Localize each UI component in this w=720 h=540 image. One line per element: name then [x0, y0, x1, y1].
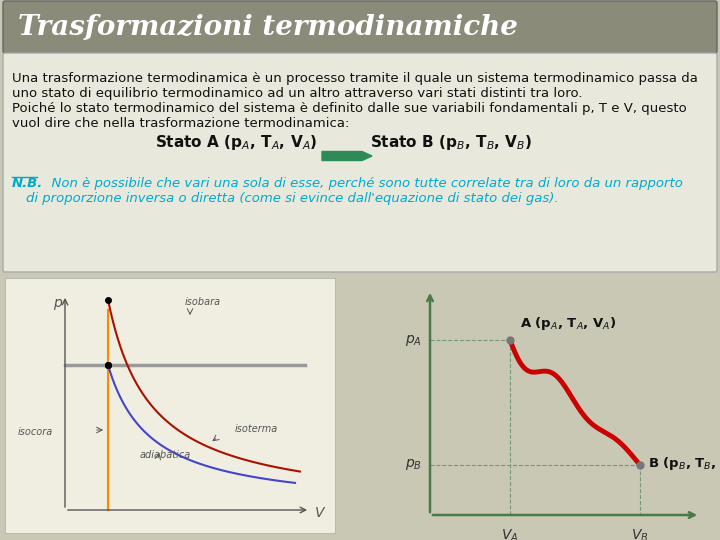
Text: p: p — [53, 296, 62, 310]
Text: $p_A$: $p_A$ — [405, 333, 422, 348]
Text: adiabatica: adiabatica — [140, 450, 192, 460]
Text: N.B.: N.B. — [12, 177, 43, 190]
Text: Stato B (p$_B$, T$_B$, V$_B$): Stato B (p$_B$, T$_B$, V$_B$) — [370, 132, 532, 152]
Text: uno stato di equilibrio termodinamico ad un altro attraverso vari stati distinti: uno stato di equilibrio termodinamico ad… — [12, 87, 582, 100]
Text: Stato A (p$_A$, T$_A$, V$_A$): Stato A (p$_A$, T$_A$, V$_A$) — [155, 132, 318, 152]
Text: di proporzione inversa o diretta (come si evince dall'equazione di stato dei gas: di proporzione inversa o diretta (come s… — [26, 192, 559, 205]
Text: V: V — [315, 506, 325, 520]
Text: $V_B$: $V_B$ — [631, 528, 649, 540]
Text: isoterma: isoterma — [235, 424, 278, 434]
Text: isobara: isobara — [185, 297, 221, 307]
Text: B (p$_B$, T$_B$, V$_B$): B (p$_B$, T$_B$, V$_B$) — [648, 455, 720, 471]
Text: $V_A$: $V_A$ — [501, 528, 518, 540]
Text: Trasformazioni termodinamiche: Trasformazioni termodinamiche — [18, 15, 518, 42]
Text: isocora: isocora — [18, 427, 53, 437]
Text: vuol dire che nella trasformazione termodinamica:: vuol dire che nella trasformazione termo… — [12, 117, 349, 130]
FancyBboxPatch shape — [5, 278, 335, 533]
Text: A (p$_A$, T$_A$, V$_A$): A (p$_A$, T$_A$, V$_A$) — [520, 315, 616, 333]
FancyBboxPatch shape — [3, 1, 717, 53]
FancyBboxPatch shape — [3, 53, 717, 272]
Text: Una trasformazione termodinamica è un processo tramite il quale un sistema termo: Una trasformazione termodinamica è un pr… — [12, 72, 698, 85]
FancyArrow shape — [322, 152, 372, 160]
Text: Poiché lo stato termodinamico del sistema è definito dalle sue variabili fondame: Poiché lo stato termodinamico del sistem… — [12, 102, 687, 115]
Text: Non è possibile che vari una sola di esse, perché sono tutte correlate tra di lo: Non è possibile che vari una sola di ess… — [43, 177, 683, 190]
Text: $p_B$: $p_B$ — [405, 457, 422, 472]
